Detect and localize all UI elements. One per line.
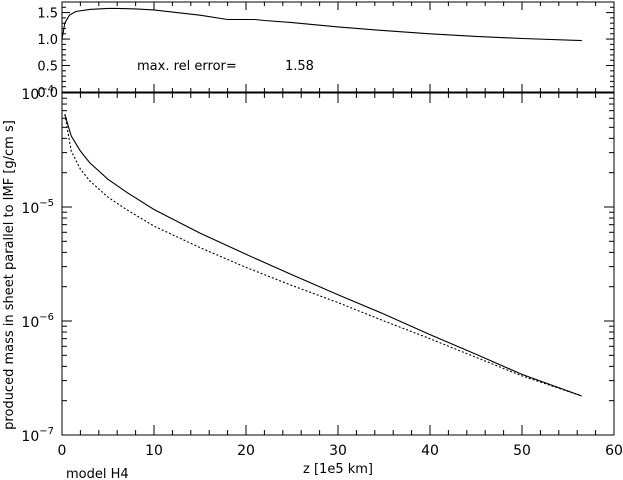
error-panel-ticks — [61, 2, 615, 93]
mass-panel: 10−710−610−510−40 10 20 30 40 50 60 — [21, 84, 622, 459]
mass-ytick-base: 10 — [21, 201, 39, 217]
mass-ytick-base: 10 — [21, 87, 39, 103]
mass-panel-series — [64, 114, 582, 397]
mass-ytick-base: 10 — [21, 315, 39, 331]
y-axis-label: produced mass in sheet parallel to IMF [… — [2, 120, 17, 430]
mass-curve-dotted — [64, 114, 582, 397]
error-panel-frame — [61, 1, 615, 93]
error-ytick-label: 1.5 — [37, 7, 58, 22]
mass-ytick-exponent: −4 — [39, 84, 54, 95]
mass-xtick-label: 50 — [513, 443, 531, 459]
error-panel-tick-labels: 0.0 0.5 1.0 1.5 — [37, 7, 58, 101]
error-ytick-label: 0.5 — [37, 60, 58, 75]
mass-curve-solid — [64, 114, 582, 397]
annotation-label: max. rel error= — [137, 59, 237, 74]
mass-xtick-label: 30 — [329, 443, 347, 459]
mass-xtick-label: 40 — [421, 443, 439, 459]
mass-ytick-label: 10−7 — [21, 426, 54, 445]
mass-ytick-exponent: −7 — [39, 426, 54, 437]
mass-xtick-label: 10 — [145, 443, 163, 459]
error-panel-series — [61, 7, 582, 42]
mass-panel-ticks — [61, 92, 615, 436]
mass-ytick-label: 10−5 — [21, 198, 54, 217]
model-label: model H4 — [66, 467, 129, 480]
error-ytick-label: 0.0 — [37, 86, 58, 101]
mass-xtick-label: 0 — [58, 443, 67, 459]
error-panel: 0.0 0.5 1.0 1.5 max. rel error= 1.58 — [37, 1, 615, 101]
error-ytick-label: 1.0 — [37, 33, 58, 48]
error-curve — [61, 7, 582, 42]
annotation-value: 1.58 — [285, 59, 314, 74]
mass-ytick-label: 10−6 — [21, 312, 54, 331]
mass-panel-tick-labels: 10−710−610−510−40 10 20 30 40 50 60 — [21, 84, 622, 459]
mass-ytick-exponent: −6 — [39, 312, 54, 323]
x-axis-label: z [1e5 km] — [303, 462, 373, 477]
mass-ytick-exponent: −5 — [39, 198, 54, 209]
mass-panel-frame — [61, 92, 615, 436]
mass-ytick-base: 10 — [21, 429, 39, 445]
mass-ytick-label: 10−4 — [21, 84, 54, 103]
mass-xtick-label: 60 — [605, 443, 623, 459]
mass-xtick-label: 20 — [237, 443, 255, 459]
